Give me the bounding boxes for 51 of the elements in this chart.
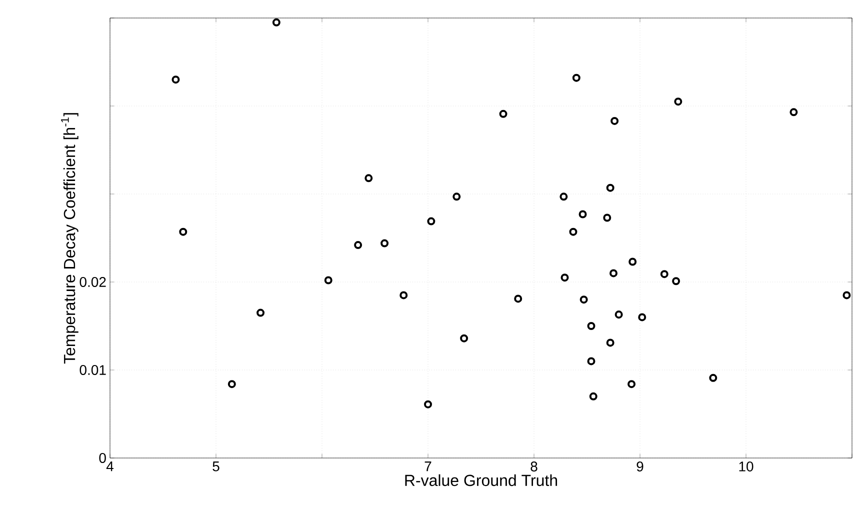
point [400, 291, 408, 300]
y-axis-title: Temperature Decay Coefficient [h$^{-1}$] [61, 113, 78, 364]
point [628, 258, 637, 266]
point [569, 228, 578, 236]
x-tick-label: 7 [424, 462, 432, 472]
point [603, 214, 612, 222]
point [587, 357, 596, 366]
point [628, 380, 636, 388]
point [572, 74, 580, 82]
point [228, 380, 236, 388]
point [589, 392, 598, 400]
point [672, 277, 680, 286]
point [578, 210, 587, 218]
point [614, 310, 623, 319]
point [587, 322, 596, 330]
point [560, 192, 568, 201]
x-tick-label: 5 [212, 462, 220, 472]
y-tick-label: 0.01 [80, 365, 106, 375]
point [256, 308, 265, 317]
point [354, 241, 362, 250]
point [610, 116, 619, 125]
x-tick-label: 8 [530, 462, 538, 472]
point [499, 110, 508, 118]
point [272, 18, 280, 26]
point [514, 294, 522, 303]
point [580, 296, 588, 304]
point [324, 276, 332, 284]
point [610, 269, 618, 278]
point [172, 76, 180, 84]
point [660, 270, 668, 278]
point [364, 174, 373, 182]
x-axis-title: R-value Ground Truth [405, 474, 558, 486]
point [638, 313, 646, 322]
point [606, 184, 614, 192]
x-tick-label: 10 [739, 462, 754, 472]
point [606, 338, 614, 347]
y-tick-label: 0.02 [80, 277, 106, 287]
point [427, 217, 436, 226]
point [380, 239, 389, 248]
point [460, 334, 468, 342]
point [709, 374, 718, 382]
point [790, 108, 798, 116]
y-tick-label: 0 [99, 453, 106, 463]
x-tick-label: 9 [636, 462, 644, 472]
point [179, 228, 188, 236]
point [674, 98, 682, 106]
x-tick-label: 4 [106, 462, 114, 472]
point [424, 400, 432, 408]
point [452, 192, 461, 201]
point [560, 274, 569, 282]
point [842, 291, 851, 300]
